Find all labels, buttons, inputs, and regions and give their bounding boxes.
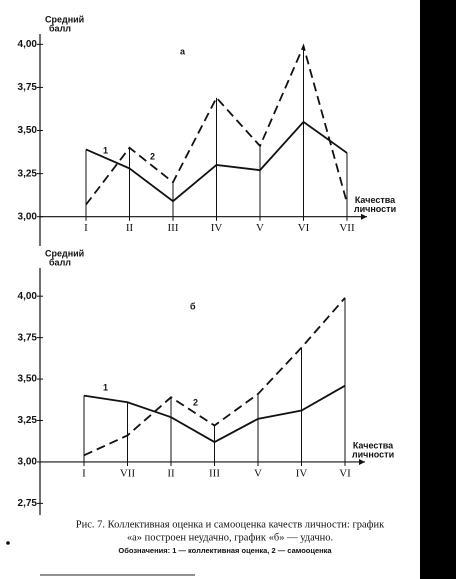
x-axis-label: личности [352,449,394,459]
series-line [83,384,346,444]
y-tick-label: 3,00 [18,457,38,468]
y-tick-label: 4,00 [18,39,38,50]
series-label: 1 [103,382,108,392]
y-tick-label: 4,00 [18,291,38,302]
y-tick-label: 3,25 [18,168,38,179]
x-axis-label: Качества [353,440,394,450]
y-tick-label: 3,75 [18,82,38,93]
x-tick-label: III [209,467,220,479]
speck [6,541,10,545]
x-axis-label: Качества [355,195,396,205]
y-tick-label: 3,50 [18,374,38,385]
series-label: 2 [150,151,155,161]
series-label: 2 [193,397,198,407]
x-tick-label: III [168,222,179,234]
x-tick-label: I [84,222,88,234]
x-tick-label: IV [211,222,223,234]
y-tick-label: 2,75 [18,498,38,509]
x-axis-label: личности [354,204,396,214]
x-tick-label: V [254,467,262,479]
series-line [85,43,348,206]
panel-label: б [190,301,196,311]
x-tick-label: I [82,467,86,479]
series-line [85,120,348,203]
x-tick-label: VII [120,467,136,479]
caption: Рис. 7. Коллективная оценка и самооценка… [76,519,385,530]
y-axis-label: Средний [45,248,84,258]
caption-legend: Обозначения: 1 — коллективная оценка, 2 … [118,546,332,555]
panel-label: а [180,46,186,56]
y-axis-label: Средний [45,14,84,24]
axis-arrow [359,458,365,465]
axis-arrow [361,213,367,220]
x-tick-label: VI [339,467,351,479]
series-label: 1 [103,145,108,155]
scan-edge [420,0,456,579]
y-tick-label: 3,25 [18,415,38,426]
series-line [83,297,346,457]
x-tick-label: II [167,467,175,479]
x-tick-label: VI [298,222,310,234]
y-axis-label: балл [49,23,71,33]
caption: «а» построен неудачно, график «б» — удач… [127,532,333,543]
x-tick-label: II [126,222,134,234]
y-tick-label: 3,00 [18,211,38,222]
x-tick-label: IV [296,467,308,479]
x-tick-label: VII [339,222,355,234]
y-axis-label: балл [49,257,71,267]
y-tick-label: 3,50 [18,125,38,136]
y-tick-label: 3,75 [18,332,38,343]
x-tick-label: V [256,222,264,234]
